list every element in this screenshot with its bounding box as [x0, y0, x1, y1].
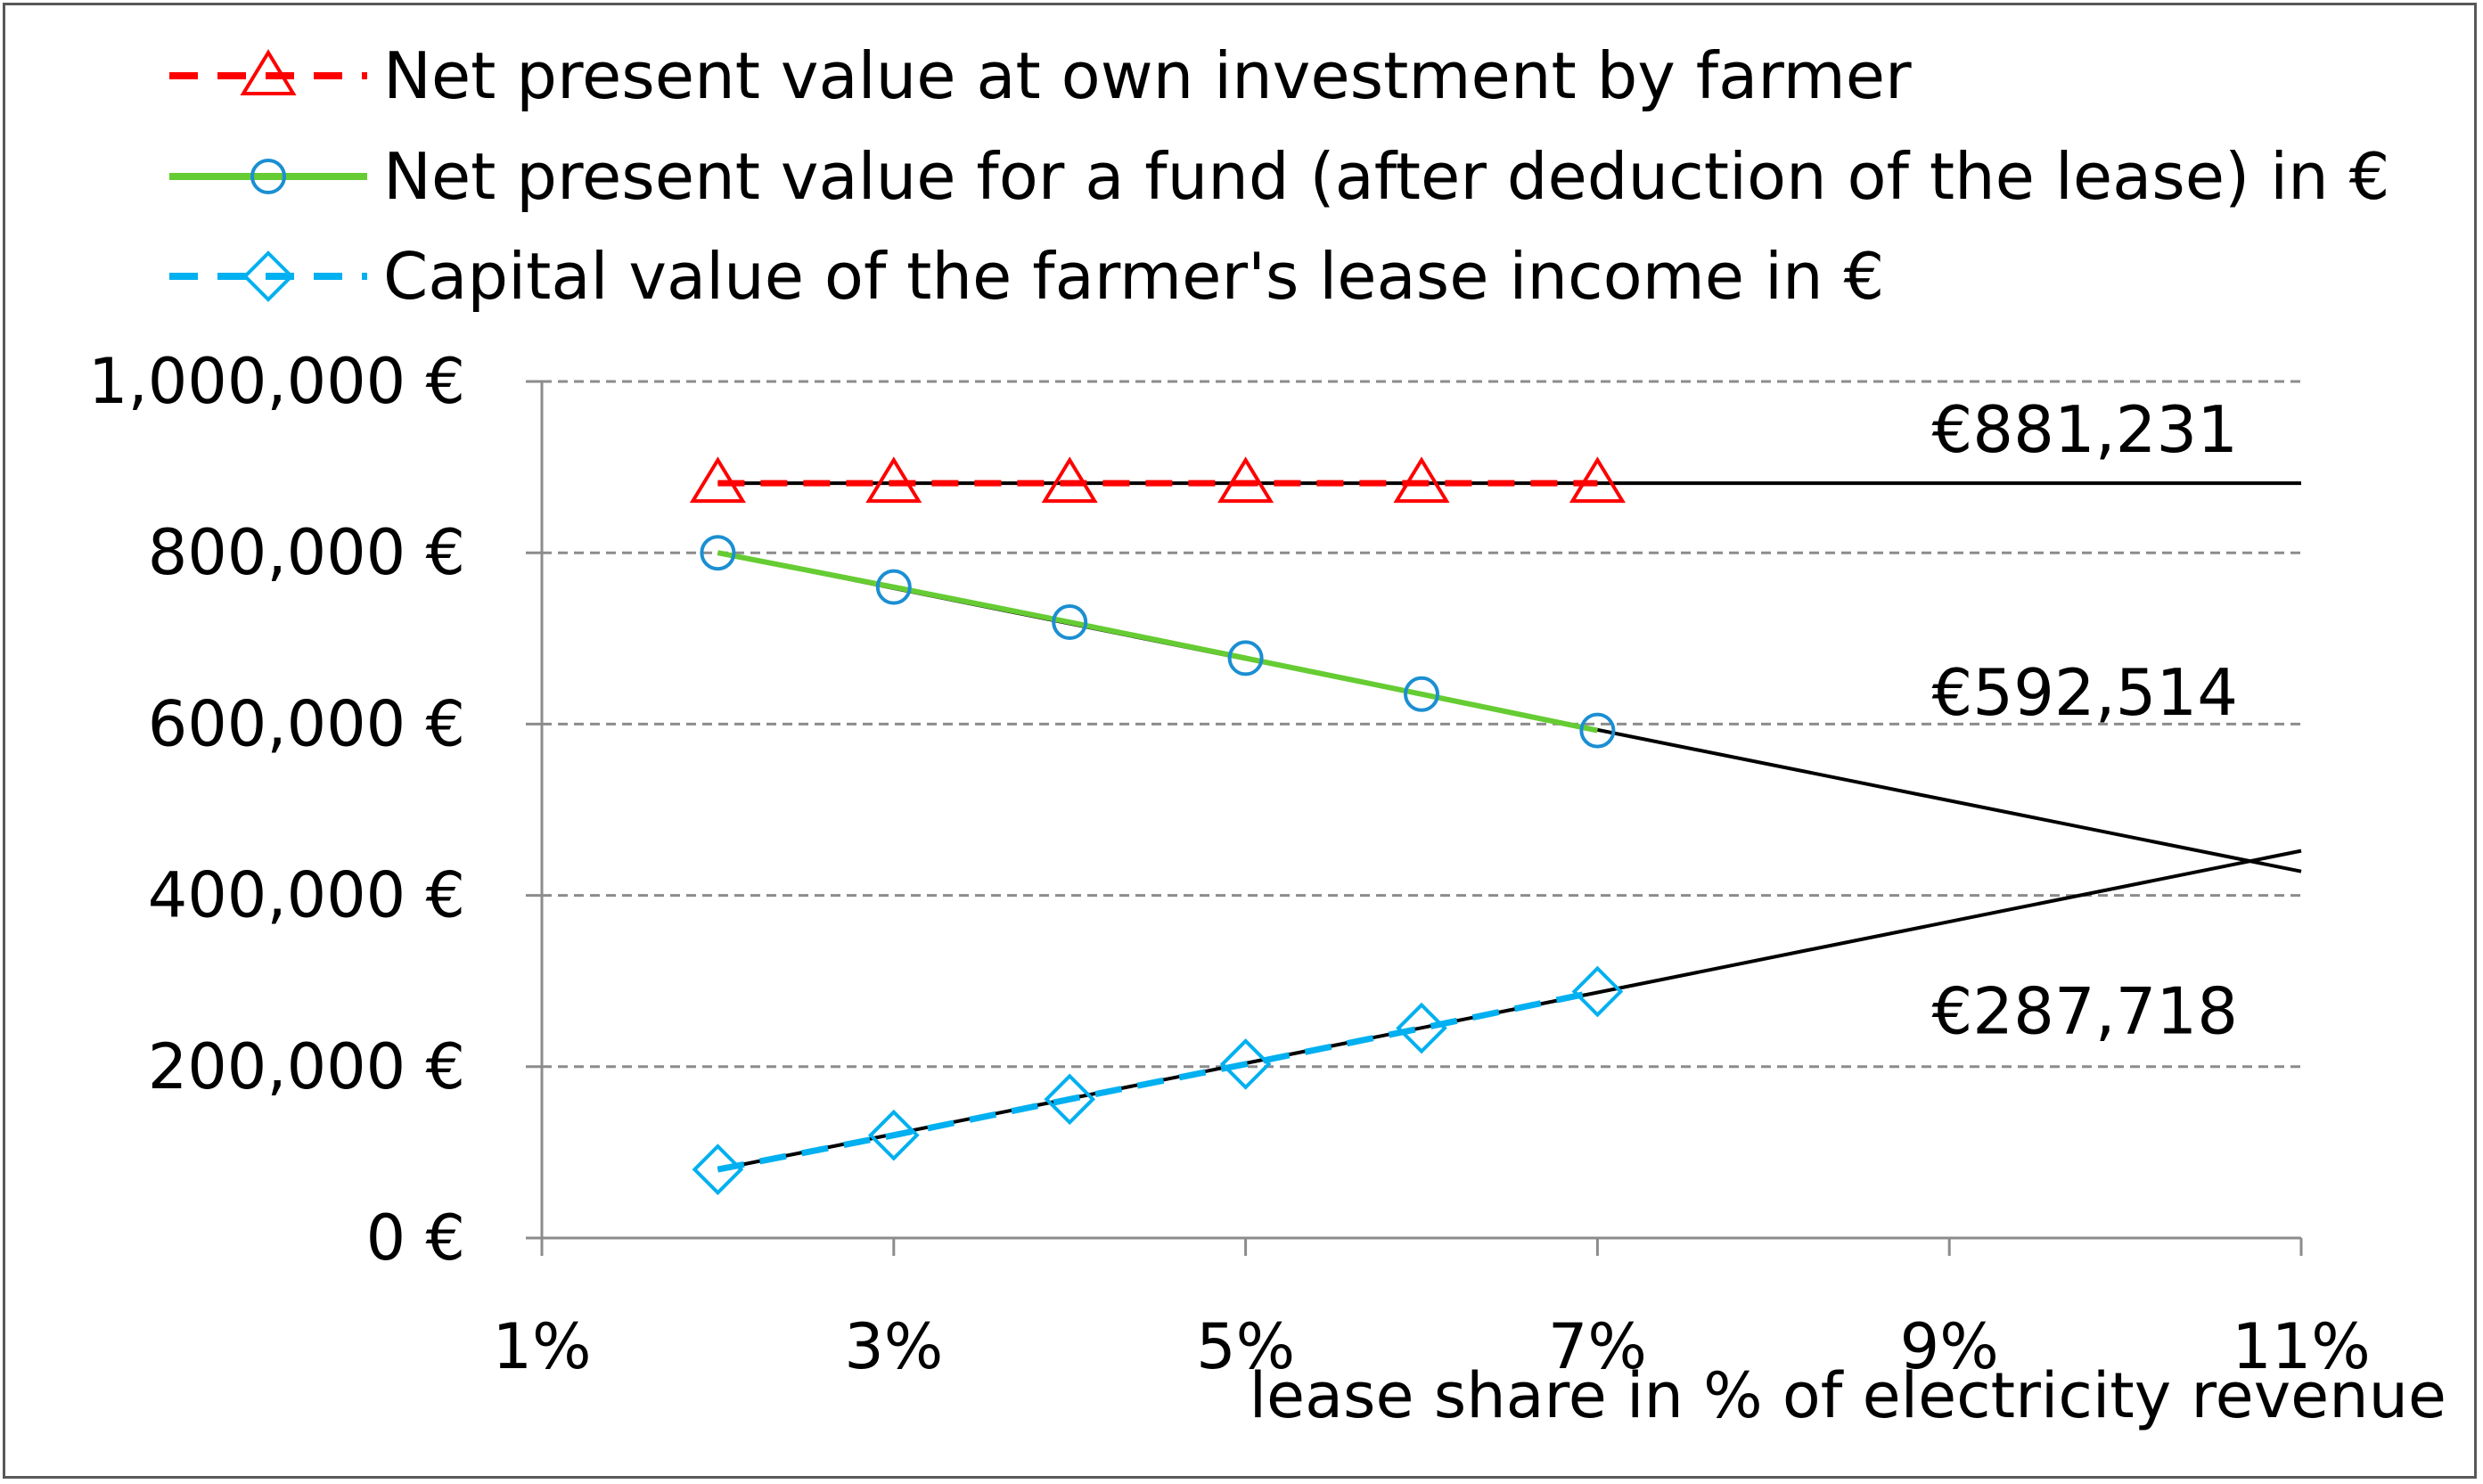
x-tick-label: 3% — [844, 1310, 943, 1383]
legend-label-0: Net present value at own investment by f… — [383, 38, 1912, 113]
x-tick-label: 7% — [1548, 1310, 1647, 1383]
legend-label-2: Capital value of the farmer's lease inco… — [383, 239, 1884, 314]
data-point-0-2 — [1041, 456, 1098, 504]
x-tick-label: 1% — [492, 1310, 591, 1383]
series-line-2 — [717, 988, 1599, 1173]
y-tick-label: 800,000 € — [148, 516, 465, 589]
y-tick-label: 200,000 € — [148, 1030, 465, 1103]
gridlines — [542, 380, 2301, 1069]
data-point-2-3 — [1219, 1038, 1272, 1090]
legend: Net present value at own investment by f… — [169, 38, 2389, 314]
data-point-0-1 — [865, 456, 922, 504]
y-tick-label: 600,000 € — [148, 687, 465, 760]
x-axis-title: lease share in % of electricity revenue — [1250, 1359, 2446, 1432]
series-line-1 — [717, 550, 1599, 734]
y-tick-label: 0 € — [366, 1201, 465, 1275]
x-tick-label: 5% — [1196, 1310, 1295, 1383]
annotations: €881,231 €592,514 €287,718 — [1931, 392, 2238, 1049]
x-tick-label: 9% — [1900, 1310, 1999, 1383]
data-point-0-4 — [1393, 456, 1450, 504]
data-point-1-0 — [700, 535, 736, 571]
series — [689, 456, 1626, 1195]
y-tick-label: 400,000 € — [148, 859, 465, 932]
legend-marker-1 — [250, 159, 286, 194]
data-point-1-4 — [1404, 676, 1439, 712]
data-point-1-5 — [1579, 712, 1616, 749]
data-point-1-1 — [875, 569, 912, 605]
chart-frame — [3, 3, 2477, 1479]
legend-marker-0 — [240, 49, 297, 95]
data-point-2-5 — [1571, 965, 1624, 1018]
axes — [526, 380, 2303, 1256]
data-label-0: €881,231 — [1931, 392, 2238, 467]
data-point-2-4 — [1396, 1002, 1447, 1054]
data-label-2: €287,718 — [1931, 973, 2238, 1048]
data-point-2-1 — [867, 1109, 920, 1161]
data-point-0-3 — [1217, 456, 1274, 504]
x-tick-label: 11% — [2232, 1310, 2371, 1383]
y-tick-label: 1,000,000 € — [88, 345, 465, 418]
data-point-0-5 — [1569, 456, 1626, 504]
data-point-2-0 — [692, 1144, 744, 1195]
data-point-1-3 — [1227, 640, 1264, 676]
tick-labels: 0 € 200,000 € 400,000 € 600,000 € 800,000 € 1… — [88, 345, 2371, 1383]
data-label-1: €592,514 — [1931, 655, 2238, 730]
data-point-0-0 — [689, 456, 746, 504]
legend-label-1: Net present value for a fund (after dedu… — [383, 139, 2389, 214]
data-point-1-2 — [1052, 604, 1088, 641]
data-point-2-2 — [1044, 1073, 1096, 1126]
legend-marker-2 — [242, 250, 294, 302]
